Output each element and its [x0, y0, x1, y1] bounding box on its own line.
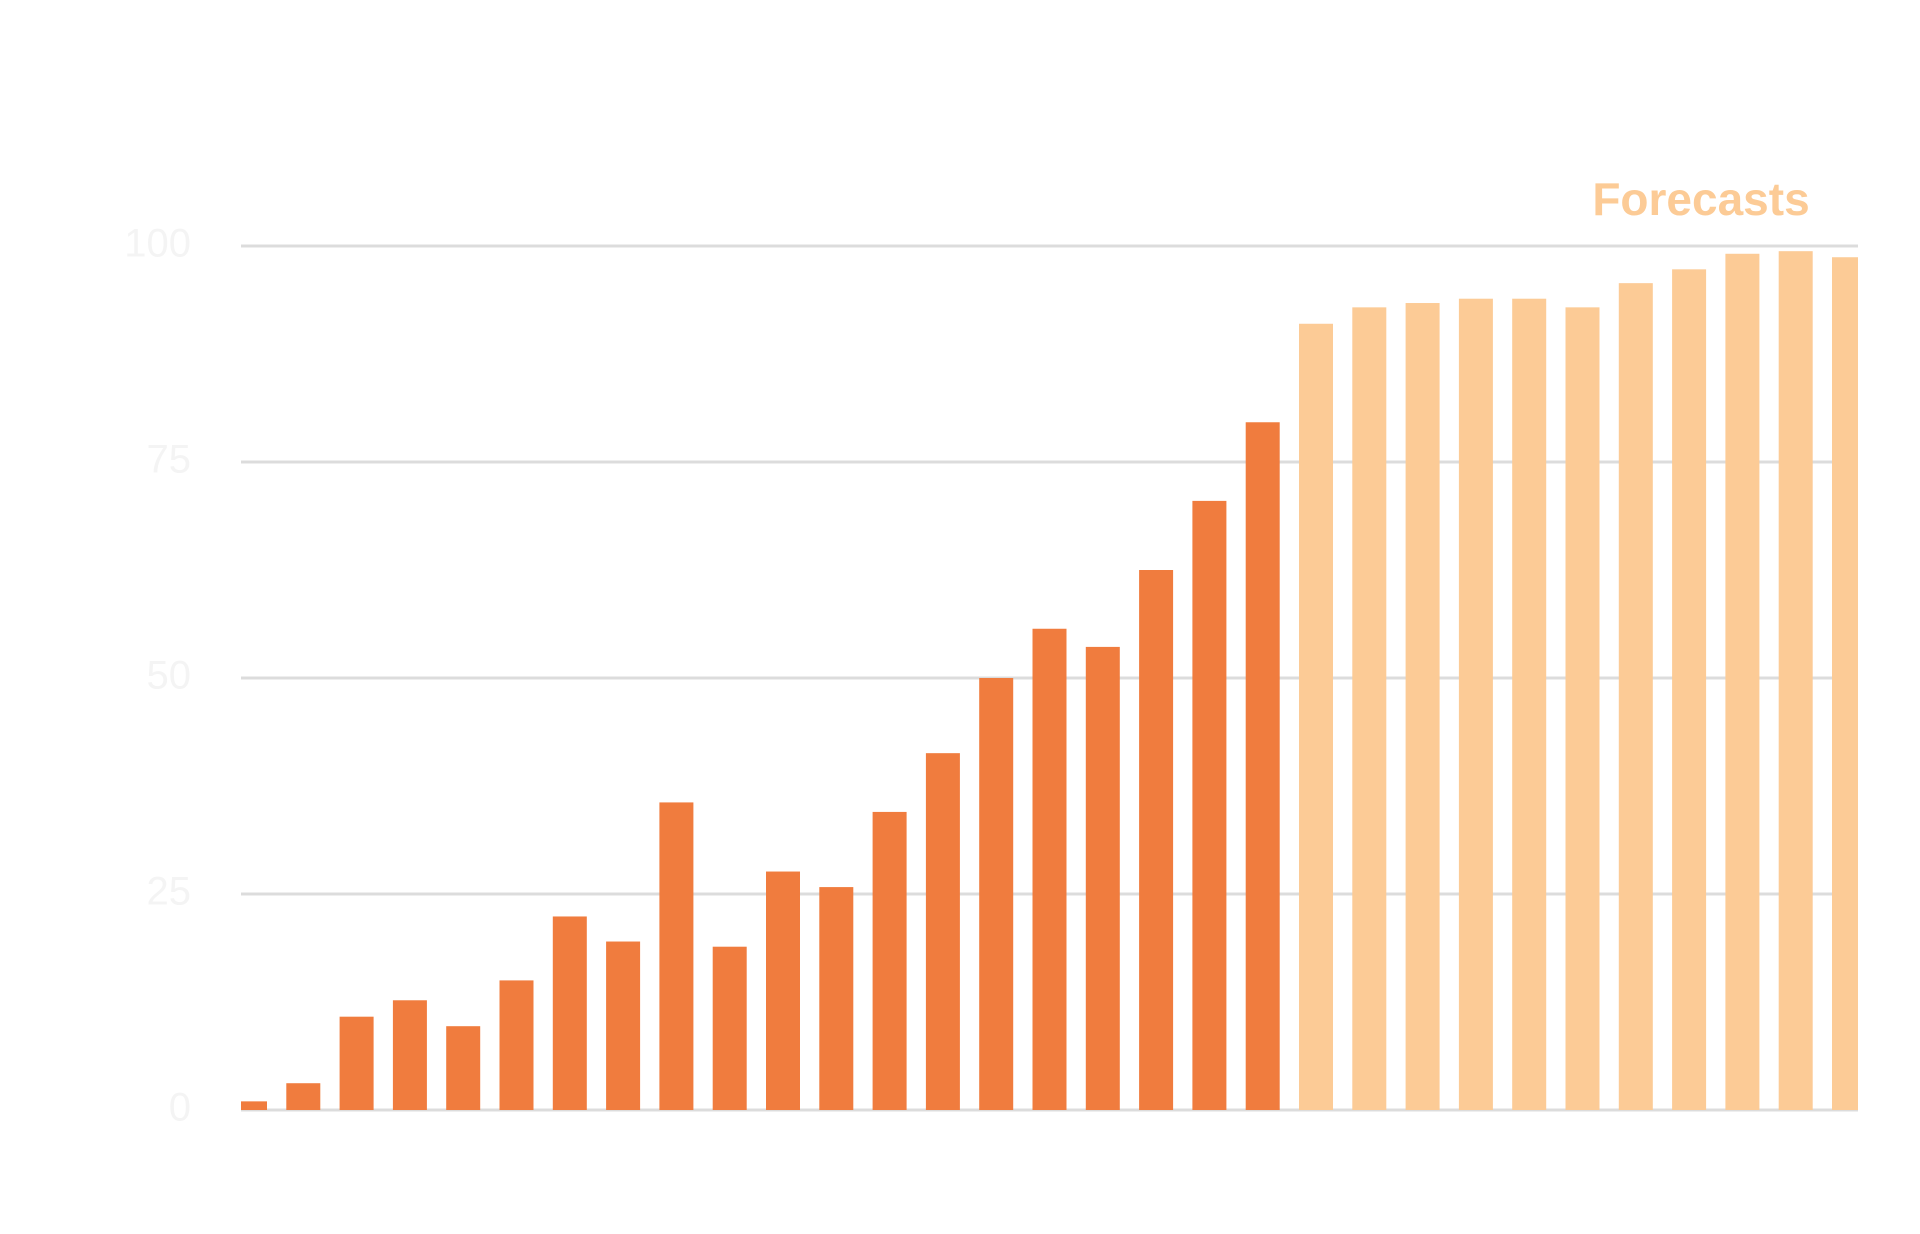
bar [925, 753, 960, 1110]
y-tick-label: 25 [147, 870, 192, 914]
bar [1085, 646, 1120, 1110]
annotation: Forecasts [1592, 173, 1809, 225]
bar [392, 1000, 427, 1110]
bar [241, 1101, 267, 1110]
bar [1832, 257, 1858, 1110]
bar [712, 946, 747, 1110]
y-tick-label: 0 [169, 1086, 191, 1130]
bar [1352, 307, 1387, 1110]
bar [1618, 283, 1653, 1111]
bar [1458, 298, 1493, 1111]
y-tick-label: 75 [147, 438, 192, 482]
bar [1245, 422, 1280, 1111]
bar [499, 980, 534, 1110]
y-tick-label: 50 [147, 654, 192, 698]
bar [1725, 253, 1760, 1110]
bar [1778, 251, 1813, 1110]
bar [1405, 303, 1440, 1110]
bar [1672, 269, 1707, 1110]
bar [1512, 298, 1547, 1111]
bar [1299, 323, 1333, 1110]
bar [606, 941, 641, 1110]
bar [1565, 307, 1600, 1110]
bar [1032, 628, 1067, 1110]
y-tick-label: 100 [124, 222, 191, 266]
bar [872, 811, 907, 1110]
bar [1139, 570, 1174, 1110]
bars [241, 251, 1858, 1111]
bar [819, 887, 854, 1110]
bar [286, 1083, 321, 1110]
bar [979, 678, 1014, 1110]
bar [339, 1016, 374, 1110]
bar [552, 916, 587, 1110]
bar [1192, 500, 1227, 1110]
bar [766, 871, 800, 1110]
bar [659, 802, 694, 1110]
bar [446, 1026, 481, 1110]
